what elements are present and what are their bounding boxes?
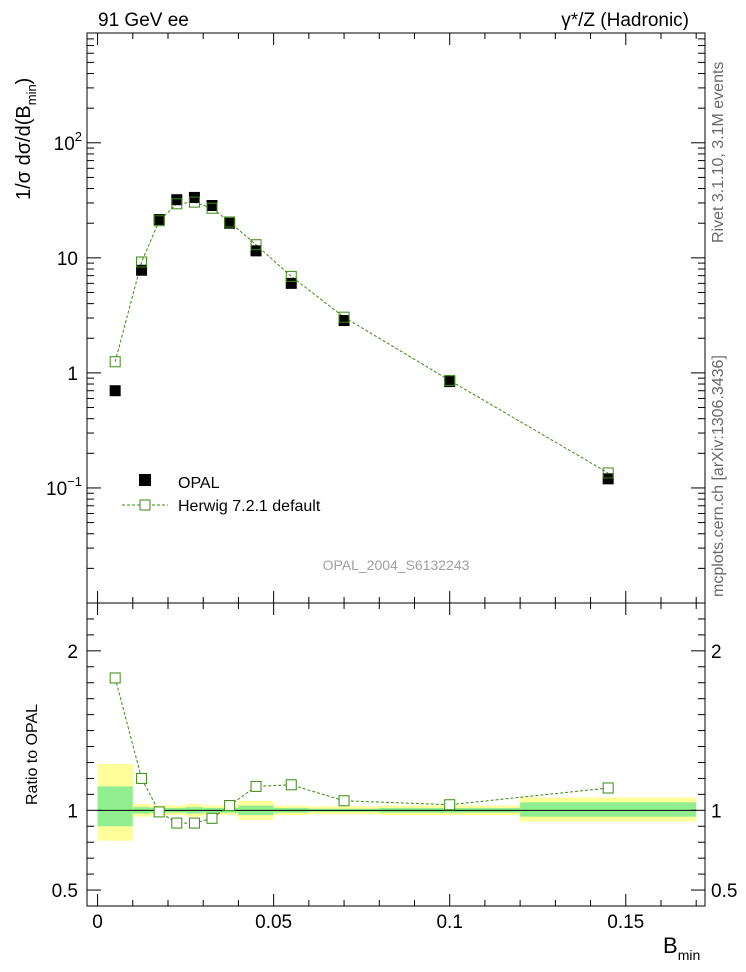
opal-point — [153, 214, 165, 226]
ratio-point — [250, 780, 262, 792]
legend-data-label: OPAL — [178, 475, 220, 492]
main-ytick-base: 10 — [46, 479, 67, 500]
opal-point — [109, 385, 121, 397]
ratio-band-inner-0 — [97, 786, 133, 827]
opal-point — [250, 245, 262, 257]
mc-point — [602, 467, 614, 479]
ratio-ytick-label-right-1: 1 — [711, 801, 722, 822]
opal-point — [285, 277, 297, 289]
ratio-ytick-label-left-0: 0.5 — [52, 881, 78, 902]
main-ylabel-sub: min — [24, 84, 39, 105]
opal-point — [136, 264, 148, 276]
ratio-point — [444, 799, 456, 811]
ratio-ylabel: Ratio to OPAL — [24, 704, 41, 805]
main-ylabel-close: ) — [13, 78, 35, 85]
legend-data-marker — [139, 474, 151, 486]
ratio-point — [136, 772, 148, 784]
opal-point — [171, 194, 183, 206]
analysis-id: OPAL_2004_S6132243 — [323, 557, 470, 573]
main-frame — [86, 32, 706, 604]
ratio-ytick-label-left-1: 1 — [67, 801, 78, 822]
ratio-line — [114, 677, 609, 824]
xtick-label-1: 0.05 — [255, 912, 292, 933]
mc-point — [171, 198, 183, 210]
mc-point — [136, 256, 148, 268]
mc-point — [444, 374, 456, 386]
xtick-label-3: 0.15 — [607, 912, 644, 933]
ratio-plot: 0 0.05 0.1 0.15 0.5 0.5 1 1 2 2 — [52, 602, 737, 933]
mc-point — [285, 270, 297, 282]
ratio-point — [338, 795, 350, 807]
main-ytick-label-3: 102 — [54, 129, 82, 155]
mc-point — [109, 356, 121, 368]
opal-point — [224, 217, 236, 229]
mc-point — [338, 311, 350, 323]
svg-text:Bmin: Bmin — [663, 933, 700, 963]
opal-point — [602, 473, 614, 485]
mc-point — [250, 239, 262, 251]
ratio-ytick-label-left-2: 2 — [67, 642, 78, 663]
main-ytick-label-2: 10 — [57, 249, 78, 270]
svg-text:1/σ dσ/d(Bmin): 1/σ dσ/d(Bmin) — [13, 78, 39, 200]
header-left: 91 GeV ee — [98, 10, 189, 31]
header-right: γ*/Z (Hadronic) — [561, 10, 689, 31]
main-ytick-exponent: 2 — [75, 129, 82, 144]
mc-point — [206, 202, 218, 214]
main-ytick-exponent: −1 — [67, 474, 82, 489]
main-ylabel-text: 1/σ dσ/d(B — [13, 105, 35, 200]
ratio-ytick-label-right-0: 0.5 — [711, 881, 737, 902]
main-ytick-label-1: 1 — [67, 364, 78, 385]
ratio-point — [602, 782, 614, 794]
ratio-band-inner-9 — [520, 802, 697, 817]
main-ytick-base: 10 — [54, 134, 75, 155]
xlabel: Bmin — [663, 933, 700, 963]
opal-point — [444, 376, 456, 388]
opal-point — [206, 200, 218, 212]
ratio-frame — [86, 602, 706, 907]
mc-point — [224, 216, 236, 228]
xtick-label-0: 0 — [92, 912, 103, 933]
ratio-point — [188, 817, 200, 829]
main-ytick-label-0: 10−1 — [46, 474, 82, 500]
mc-line — [114, 201, 609, 474]
mc-point — [153, 215, 165, 227]
legend-mc-marker — [139, 499, 151, 511]
opal-point — [338, 315, 350, 327]
xtick-label-2: 0.1 — [436, 912, 462, 933]
rivet-label: Rivet 3.1.10, 3.1M events — [710, 62, 727, 243]
ratio-ytick-label-right-2: 2 — [711, 642, 722, 663]
ratio-point — [171, 817, 183, 829]
ratio-point — [224, 800, 236, 812]
main-ylabel: 1/σ dσ/d(Bmin) — [13, 78, 39, 200]
ratio-point — [206, 812, 218, 824]
ratio-point — [153, 806, 165, 818]
legend-mc-label: Herwig 7.2.1 default — [178, 498, 321, 515]
ratio-point — [109, 672, 121, 684]
mc-point — [188, 196, 200, 208]
xlabel-main: B — [663, 933, 678, 958]
ratio-point — [285, 779, 297, 791]
xlabel-sub: min — [678, 947, 701, 963]
legend: OPAL Herwig 7.2.1 default — [122, 474, 321, 515]
mcplots-label: mcplots.cern.ch [arXiv:1306.3436] — [710, 355, 727, 597]
